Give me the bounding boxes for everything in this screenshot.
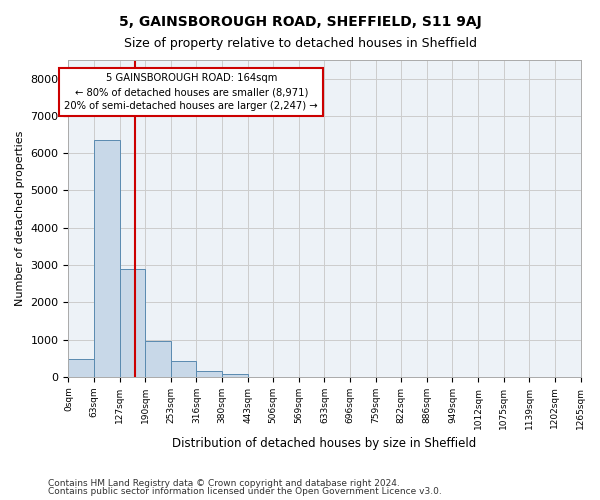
X-axis label: Distribution of detached houses by size in Sheffield: Distribution of detached houses by size …	[172, 437, 476, 450]
Bar	[171, 361, 196, 377]
Bar	[68, 359, 94, 377]
Y-axis label: Number of detached properties: Number of detached properties	[15, 130, 25, 306]
Bar	[145, 342, 171, 377]
Text: Contains HM Land Registry data © Crown copyright and database right 2024.: Contains HM Land Registry data © Crown c…	[48, 478, 400, 488]
Bar	[94, 140, 119, 377]
Bar	[196, 371, 222, 377]
Bar	[119, 268, 145, 377]
Text: 5 GAINSBOROUGH ROAD: 164sqm
← 80% of detached houses are smaller (8,971)
20% of : 5 GAINSBOROUGH ROAD: 164sqm ← 80% of det…	[64, 73, 318, 111]
Text: Size of property relative to detached houses in Sheffield: Size of property relative to detached ho…	[124, 38, 476, 51]
Bar	[222, 374, 248, 377]
Text: 5, GAINSBOROUGH ROAD, SHEFFIELD, S11 9AJ: 5, GAINSBOROUGH ROAD, SHEFFIELD, S11 9AJ	[119, 15, 481, 29]
Text: Contains public sector information licensed under the Open Government Licence v3: Contains public sector information licen…	[48, 487, 442, 496]
